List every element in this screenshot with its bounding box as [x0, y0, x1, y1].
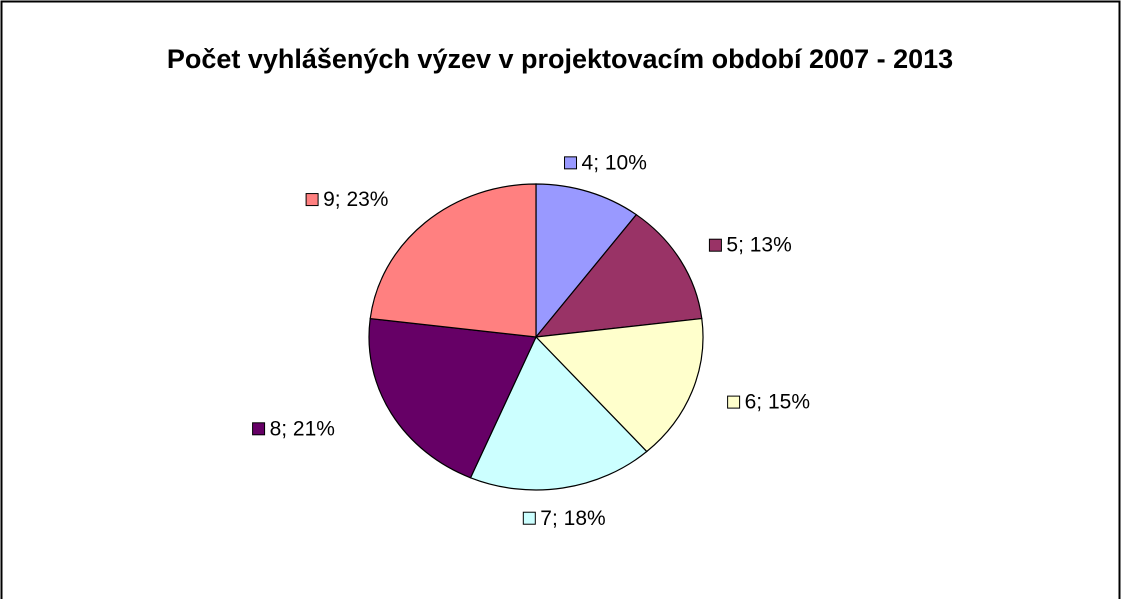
label-swatch [305, 193, 319, 207]
pie-slice [534, 213, 703, 338]
data-label: 8; 21% [270, 417, 335, 440]
data-label: 5; 13% [726, 234, 791, 257]
pie-slice [369, 183, 537, 338]
label-swatch [252, 422, 266, 436]
data-label: 6; 15% [745, 391, 810, 414]
label-swatch [564, 156, 578, 170]
pie-slice [469, 335, 648, 491]
pie-slice [535, 183, 638, 339]
pie-slice [368, 317, 537, 479]
label-swatch [708, 238, 722, 252]
label-swatch [522, 511, 536, 525]
pie-slice [534, 317, 704, 453]
chart-title: Počet vyhlášených výzev v projektovacím … [166, 44, 954, 74]
label-swatch [727, 395, 741, 409]
data-label: 4; 10% [582, 151, 647, 174]
data-label: 7; 18% [540, 507, 605, 530]
data-label: 9; 23% [323, 188, 388, 211]
